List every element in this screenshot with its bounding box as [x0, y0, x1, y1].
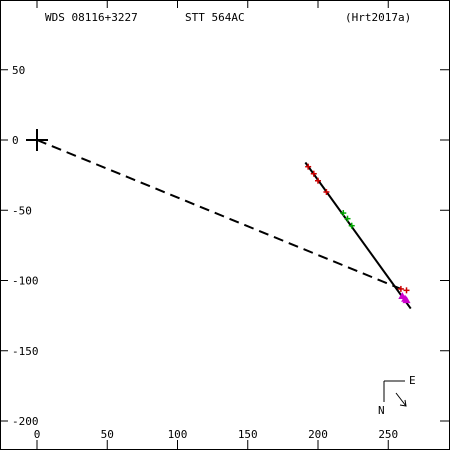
compass: E N [378, 374, 416, 417]
separation-line [36, 139, 402, 290]
x-tick-label: 100 [168, 428, 188, 441]
motion-arrow-shaft [395, 392, 407, 407]
discoverer-label: STT 564AC [185, 11, 245, 24]
y-axis-right [440, 69, 449, 422]
motion-arrow-head [399, 399, 407, 407]
x-tick-label: 150 [238, 428, 258, 441]
x-tick-label: 0 [34, 428, 41, 441]
y-tick-label: -200 [12, 415, 39, 428]
y-tick-label: -150 [12, 345, 39, 358]
x-axis: 0 50 100 150 200 250 [34, 428, 398, 449]
x-axis-top [36, 1, 389, 8]
compass-east-label: E [409, 374, 416, 387]
y-axis-left: 50 0 -50 -100 -150 -200 [1, 64, 39, 428]
primary-star-marker [26, 129, 48, 151]
x-tick-label: 200 [308, 428, 328, 441]
y-tick-label: -100 [12, 275, 39, 288]
y-tick-label: -50 [12, 204, 32, 217]
orbit-line [304, 161, 412, 310]
obs-point-magenta [402, 296, 411, 304]
x-tick-label: 250 [378, 428, 398, 441]
y-tick-label: 50 [12, 64, 25, 77]
compass-north-label: N [378, 404, 385, 417]
wds-label: WDS 08116+3227 [45, 11, 138, 24]
x-tick-label: 50 [101, 428, 114, 441]
y-tick-label: 0 [12, 134, 19, 147]
observation-points [305, 163, 411, 304]
reference-label: (Hrt2017a) [345, 11, 411, 24]
